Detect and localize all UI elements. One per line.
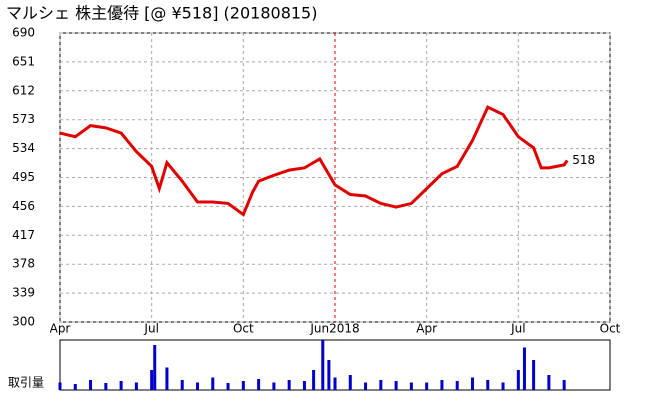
- volume-bar: [522, 347, 526, 390]
- y-tick-label: 417: [12, 228, 35, 242]
- volume-bar: [312, 370, 316, 390]
- volume-bar: [134, 382, 138, 390]
- x-tick-label: Apr: [416, 322, 437, 336]
- volume-bar: [58, 382, 62, 390]
- y-tick-label: 300: [12, 315, 35, 329]
- chart-title: マルシェ 株主優待 [@ ¥518] (20180815): [6, 4, 317, 23]
- volume-bar: [153, 345, 157, 390]
- volume-bar: [211, 377, 215, 390]
- volume-bar: [547, 375, 551, 390]
- volume-bar: [165, 367, 169, 390]
- x-tick-label: Oct: [600, 322, 621, 336]
- volume-bar: [180, 380, 184, 390]
- volume-bar: [455, 381, 459, 390]
- y-tick-label: 651: [12, 54, 35, 68]
- volume-label: 取引量: [8, 376, 44, 390]
- volume-bar: [287, 380, 291, 390]
- volume-bar: [471, 377, 474, 390]
- volume-bar: [241, 381, 245, 390]
- y-tick-label: 534: [12, 141, 35, 155]
- volume-bar: [532, 360, 536, 390]
- volume-bar: [425, 382, 429, 390]
- x-tick-label: Apr: [50, 322, 71, 336]
- y-tick-label: 339: [12, 286, 35, 300]
- volume-bar: [516, 370, 520, 390]
- volume-bar: [89, 380, 93, 390]
- volume-bar: [272, 382, 276, 390]
- x-tick-label: Jun2018: [309, 322, 359, 336]
- volume-bar: [302, 381, 306, 390]
- x-tick-label: Jul: [510, 322, 525, 336]
- value-label: 518: [572, 153, 595, 167]
- volume-bar: [73, 384, 77, 390]
- volume-bar: [379, 380, 383, 390]
- volume-bar: [501, 382, 505, 390]
- y-tick-label: 456: [12, 199, 35, 213]
- volume-bar: [333, 377, 337, 390]
- volume-bar: [394, 381, 398, 390]
- y-tick-label: 690: [12, 26, 35, 40]
- volume-bar: [119, 381, 123, 390]
- price-line: [59, 105, 569, 217]
- volume-bar: [257, 379, 261, 390]
- x-tick-label: Jul: [143, 322, 158, 336]
- volume-bar: [150, 370, 154, 390]
- y-tick-label: 573: [12, 112, 35, 126]
- volume-bar: [348, 375, 352, 390]
- volume-bar: [486, 380, 490, 390]
- volume-bar: [226, 383, 230, 390]
- volume-bar: [321, 340, 325, 390]
- volume-bar: [562, 380, 566, 390]
- volume-bar: [327, 360, 331, 390]
- volume-bar: [104, 383, 108, 390]
- y-tick-label: 612: [12, 83, 35, 97]
- y-tick-label: 495: [12, 170, 35, 184]
- volume-bar: [196, 382, 199, 390]
- x-tick-label: Oct: [233, 322, 254, 336]
- volume-bar: [409, 382, 413, 390]
- y-tick-label: 378: [12, 257, 35, 271]
- volume-bar: [364, 382, 368, 390]
- volume-bar: [440, 380, 444, 390]
